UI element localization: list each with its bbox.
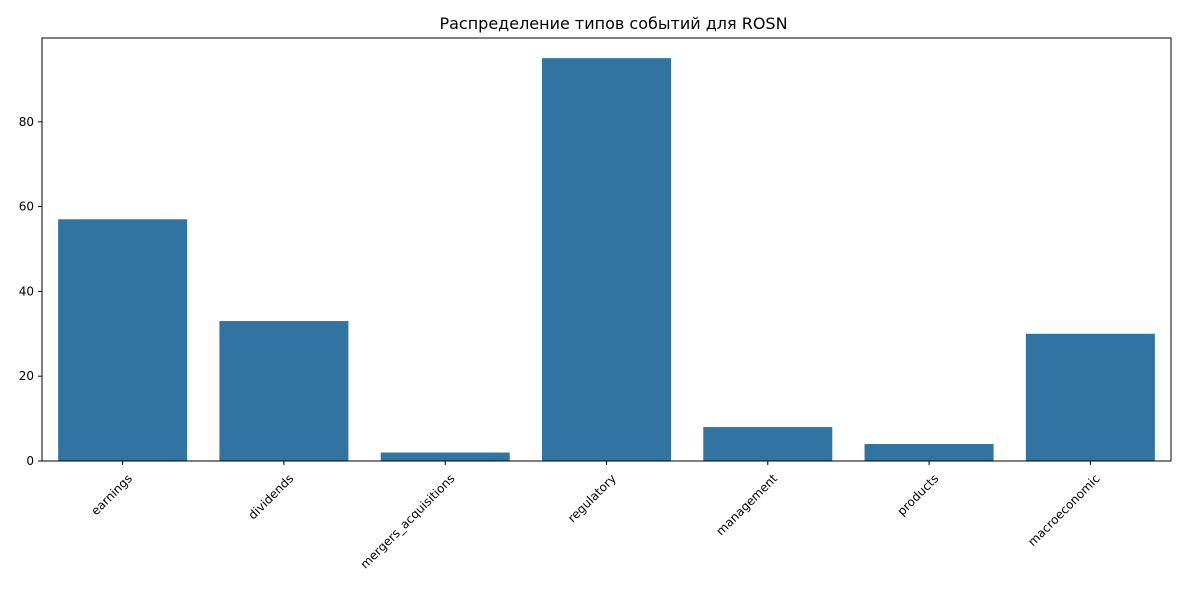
x-tick-label: management bbox=[713, 471, 780, 538]
x-axis: earnings dividends mergers_acquisitions reg… bbox=[88, 461, 1103, 571]
bar-management bbox=[703, 427, 833, 461]
y-tick-label: 40 bbox=[19, 284, 34, 298]
x-tick-label: earnings bbox=[88, 471, 135, 518]
x-tick-label: macroeconomic bbox=[1025, 471, 1102, 548]
bar-macroeconomic bbox=[1025, 333, 1155, 461]
x-tick-label: dividends bbox=[245, 471, 296, 522]
x-tick-label: regulatory bbox=[565, 471, 619, 525]
y-tick-label: 60 bbox=[19, 200, 34, 214]
bar-regulatory bbox=[541, 58, 672, 462]
bar-earnings bbox=[58, 219, 188, 461]
chart-title: Распределение типов событий для ROSN bbox=[439, 14, 787, 33]
bar-products bbox=[864, 444, 994, 461]
x-tick-label: products bbox=[894, 471, 941, 518]
plot-frame bbox=[41, 37, 1172, 462]
y-tick-label: 80 bbox=[19, 115, 34, 129]
y-tick-label: 20 bbox=[19, 369, 34, 383]
y-tick-label: 0 bbox=[26, 454, 34, 468]
y-axis: 0 20 40 60 80 bbox=[19, 115, 42, 468]
x-tick-label: mergers_acquisitions bbox=[358, 471, 458, 571]
bar-mergers_acquisitions bbox=[380, 452, 510, 461]
bar-dividends bbox=[219, 321, 349, 461]
bars-layer bbox=[58, 58, 1155, 462]
